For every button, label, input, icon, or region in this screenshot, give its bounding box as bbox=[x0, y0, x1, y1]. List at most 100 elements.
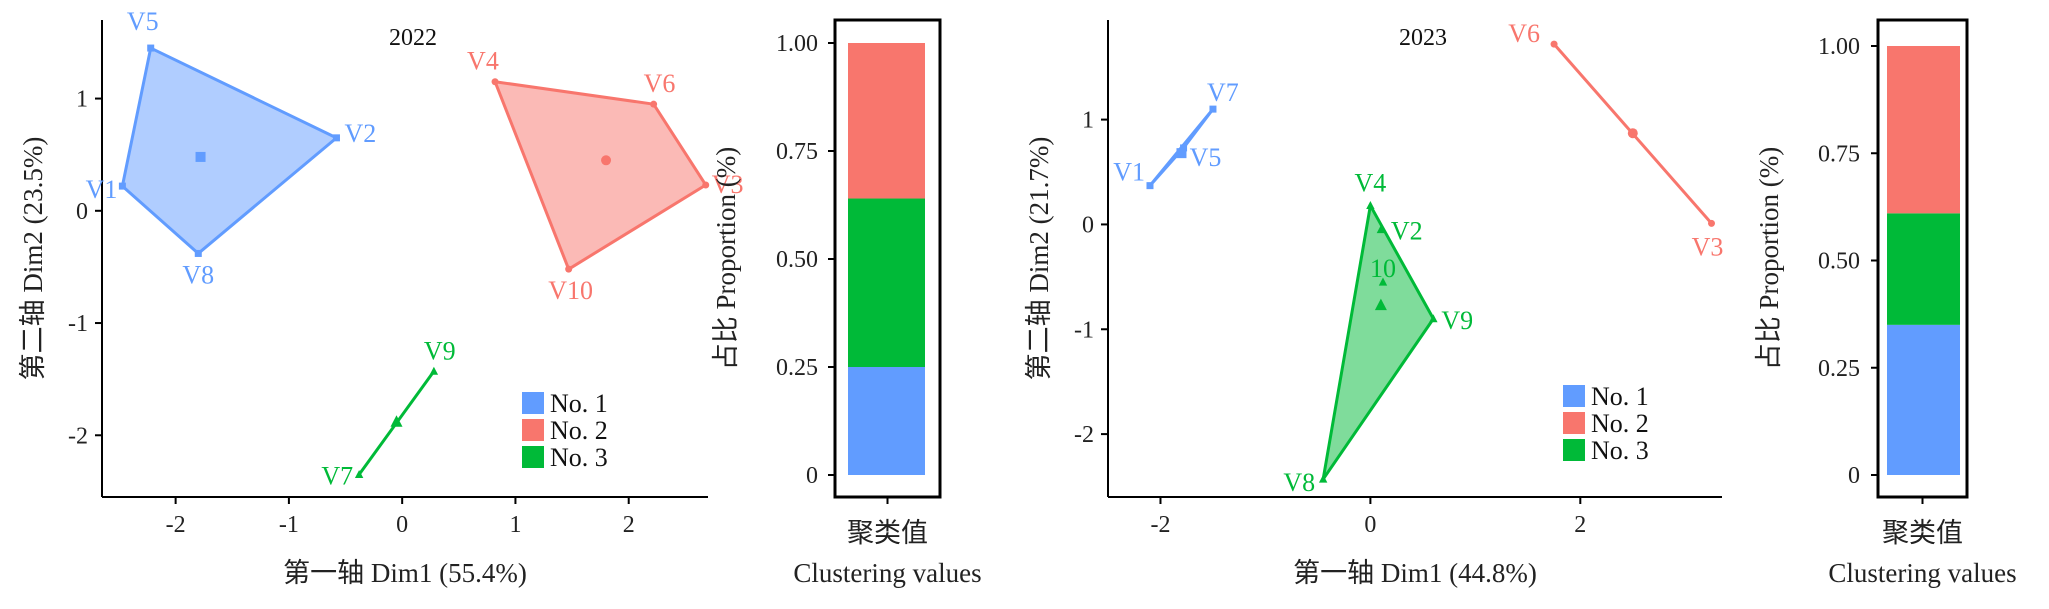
y-tick-label: 1.00 bbox=[1818, 34, 1860, 60]
x-tick-label: 2 bbox=[1574, 512, 1586, 538]
y-tick-label: 0 bbox=[1082, 212, 1094, 238]
y-axis-label: 第二轴 Dim2 (21.7%) bbox=[1024, 137, 1054, 381]
data-point bbox=[429, 366, 439, 375]
y-tick-label: 0.50 bbox=[776, 247, 818, 273]
cluster-centroid-1 bbox=[1176, 148, 1187, 159]
scatter-panel-2023: -2 0 2 -2 -1 0 1 第一轴 Dim1 (44.8%) 第二轴 Dim2 (21.7… bbox=[1024, 19, 1723, 588]
data-point bbox=[194, 249, 202, 257]
x-axis-label: Clustering values bbox=[793, 558, 981, 588]
x-tick-label: 1 bbox=[509, 512, 521, 538]
point-label: V2 bbox=[1391, 217, 1423, 246]
x-tick-label: -2 bbox=[166, 512, 186, 538]
stacked-bar-segment bbox=[1887, 46, 1960, 214]
chart-title: 2023 bbox=[1399, 25, 1447, 51]
data-point bbox=[650, 100, 658, 108]
data-point bbox=[1376, 225, 1386, 234]
point-label: V4 bbox=[467, 47, 499, 76]
y-tick-label: -1 bbox=[68, 311, 88, 337]
y-tick-label: 0.75 bbox=[1818, 141, 1860, 167]
cluster-hull-3 bbox=[1321, 204, 1435, 481]
point-label: V3 bbox=[1692, 232, 1724, 261]
data-point bbox=[332, 134, 340, 142]
data-point bbox=[1378, 277, 1388, 286]
legend-label: No. 1 bbox=[1591, 382, 1649, 411]
data-point bbox=[565, 265, 573, 273]
y-tick-label: 0.75 bbox=[776, 139, 818, 165]
data-point bbox=[1209, 105, 1217, 113]
stacked-bar-segment bbox=[848, 43, 925, 199]
y-tick-label: 1 bbox=[1082, 108, 1094, 134]
legend-swatch bbox=[1563, 412, 1585, 434]
data-point bbox=[147, 44, 155, 52]
stacked-bar-segment bbox=[1887, 324, 1960, 475]
point-label: V2 bbox=[344, 119, 376, 148]
x-tick-label: 2 bbox=[623, 512, 635, 538]
legend-swatch bbox=[522, 446, 544, 468]
point-label: V1 bbox=[1113, 158, 1145, 187]
data-point bbox=[1366, 201, 1375, 210]
point-label: 10 bbox=[1370, 254, 1396, 283]
bar-panel-2022: 0 0.25 0.50 0.75 1.00 聚类值 Clustering values 占比 … bbox=[711, 18, 982, 588]
x-axis-label: Clustering values bbox=[1828, 558, 2016, 588]
y-tick-label: 0 bbox=[806, 463, 818, 489]
bar-panel-2023: 0 0.25 0.50 0.75 1.00 聚类值 Clustering values 占比 … bbox=[1754, 18, 2017, 588]
stacked-bar-segment bbox=[848, 198, 925, 367]
y-tick-label: 1.00 bbox=[776, 31, 818, 57]
cluster-hull-1 bbox=[120, 46, 338, 255]
x-tick-label: 聚类值 bbox=[847, 518, 928, 548]
point-label: V10 bbox=[548, 276, 593, 305]
data-point bbox=[1708, 219, 1716, 227]
y-tick-label: 0.25 bbox=[1818, 356, 1860, 382]
data-point bbox=[118, 182, 126, 190]
cluster-hull-2 bbox=[493, 80, 708, 271]
y-axis-label: 占比 Proportion (%) bbox=[711, 147, 741, 370]
data-point bbox=[1180, 144, 1188, 152]
y-axis-label: 第二轴 Dim2 (23.5%) bbox=[18, 137, 48, 381]
point-label: V6 bbox=[1508, 19, 1540, 48]
legend-label: No. 2 bbox=[550, 416, 608, 445]
cluster-centroid-2 bbox=[601, 155, 612, 166]
data-point bbox=[491, 78, 499, 86]
data-point bbox=[702, 181, 710, 189]
x-axis-label: 第一轴 Dim1 (44.8%) bbox=[1293, 558, 1537, 588]
y-tick-label: 0 bbox=[1848, 463, 1860, 489]
x-tick-label: 聚类值 bbox=[1882, 518, 1963, 548]
scatter-panel-2022: -2 -1 0 1 2 -2 -1 0 1 第一轴 Dim1 (55.4%) 第二轴 Dim2 (2… bbox=[18, 7, 744, 588]
x-tick-label: -2 bbox=[1150, 512, 1170, 538]
legend-swatch bbox=[1563, 385, 1585, 407]
data-point bbox=[1318, 474, 1328, 483]
y-axis-label: 占比 Proportion (%) bbox=[1754, 147, 1784, 370]
chart-title: 2022 bbox=[389, 25, 437, 51]
stacked-bar-segment bbox=[1887, 213, 1960, 325]
legend-swatch bbox=[522, 419, 544, 441]
point-label: V7 bbox=[1207, 78, 1239, 107]
y-tick-label: -2 bbox=[68, 423, 88, 449]
legend-label: No. 2 bbox=[1591, 409, 1649, 438]
legend-label: No. 1 bbox=[550, 389, 608, 418]
cluster-centroid-2 bbox=[1627, 128, 1638, 139]
point-label: V1 bbox=[86, 175, 118, 204]
point-label: V7 bbox=[321, 462, 353, 491]
data-point bbox=[1146, 182, 1154, 190]
legend-label: No. 3 bbox=[1591, 436, 1649, 465]
point-label: V9 bbox=[1441, 306, 1473, 335]
x-tick-label: -1 bbox=[279, 512, 299, 538]
point-label: V8 bbox=[1283, 468, 1315, 497]
point-label: V9 bbox=[424, 336, 456, 365]
data-point bbox=[1550, 40, 1558, 48]
y-tick-label: 1 bbox=[76, 87, 88, 113]
point-label: V3 bbox=[712, 170, 744, 199]
point-label: V5 bbox=[1190, 143, 1222, 172]
x-tick-label: 0 bbox=[396, 512, 408, 538]
point-label: V4 bbox=[1355, 169, 1387, 198]
y-tick-label: 0 bbox=[76, 199, 88, 225]
y-tick-label: -2 bbox=[1074, 422, 1094, 448]
y-tick-label: -1 bbox=[1074, 317, 1094, 343]
legend-label: No. 3 bbox=[550, 443, 608, 472]
y-tick-label: 0.25 bbox=[776, 355, 818, 381]
legend-swatch bbox=[1563, 439, 1585, 461]
legend-swatch bbox=[522, 392, 544, 414]
cluster-centroid-3 bbox=[1374, 298, 1387, 311]
point-label: V5 bbox=[127, 7, 159, 36]
